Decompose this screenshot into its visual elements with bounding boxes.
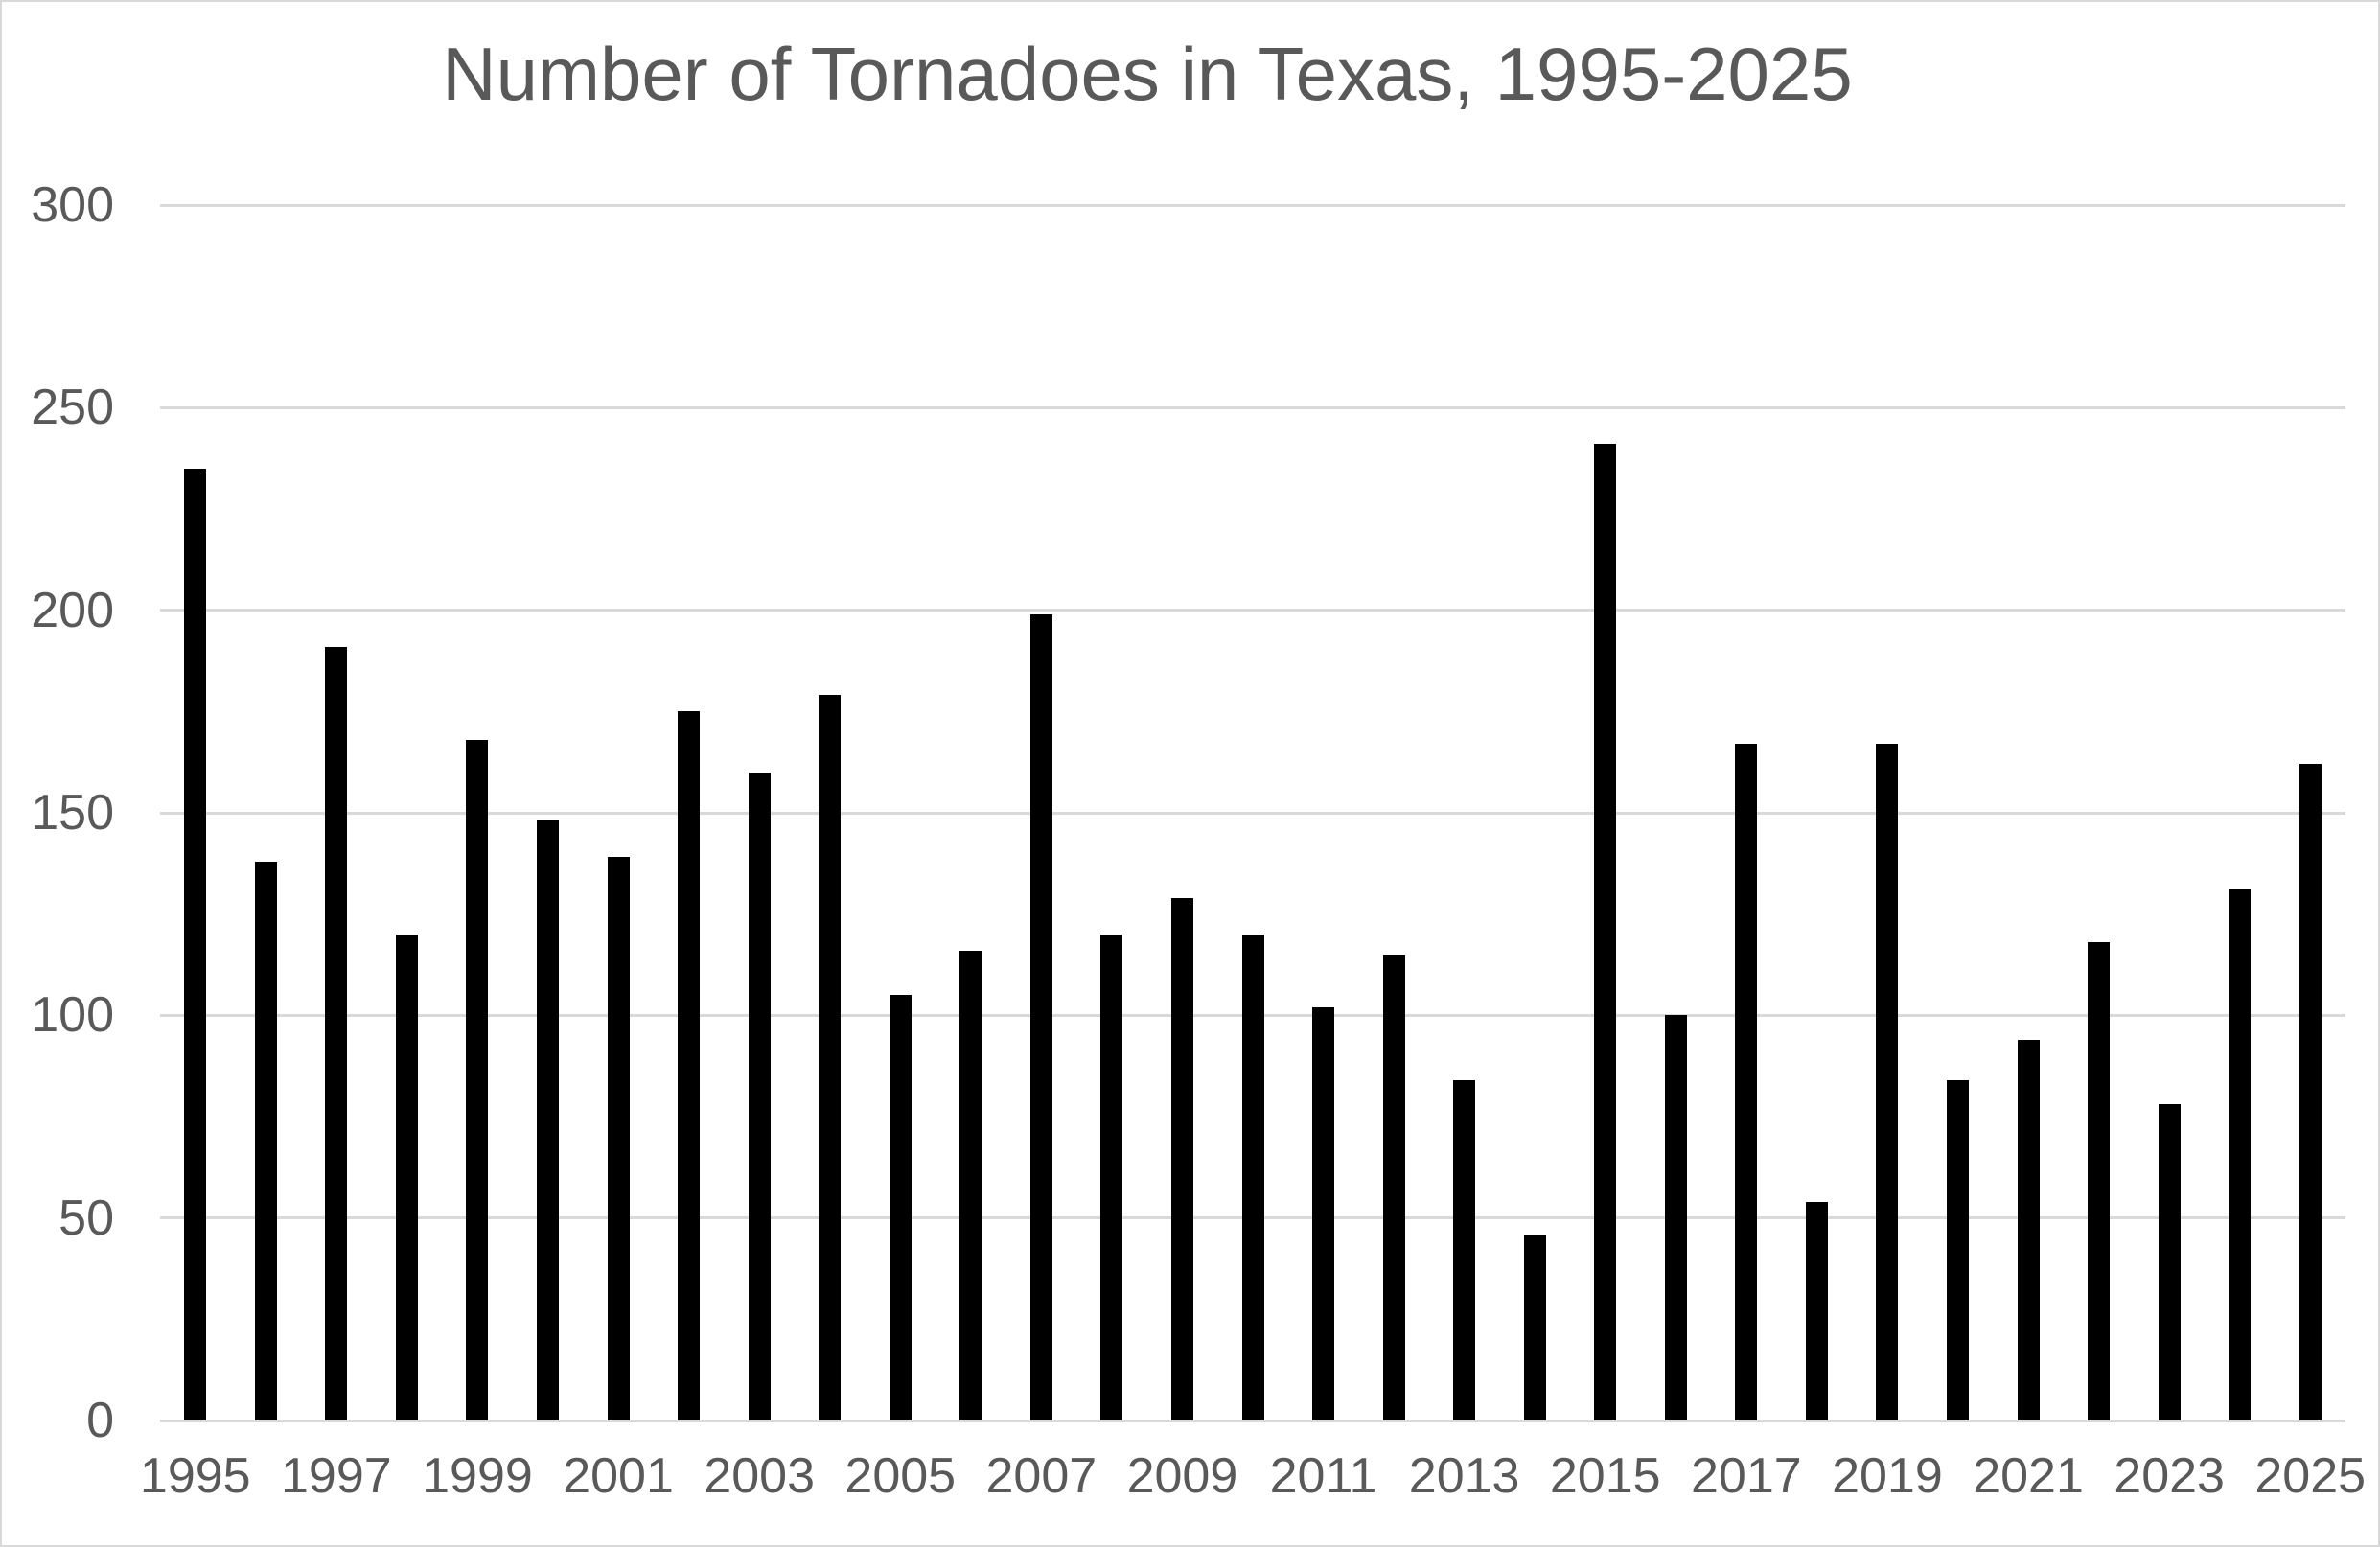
bar-1995 [184,468,207,1420]
gridline-150 [160,811,2345,815]
x-axis-tick-label-2021: 2021 [1973,1448,2084,1504]
bar-2012 [1382,954,1405,1420]
bar-2020 [1946,1079,1969,1420]
bar-1999 [466,739,489,1420]
bar-2023 [2158,1104,2181,1420]
bar-2005 [889,995,912,1420]
y-axis-tick-label-0: 0 [86,1393,114,1448]
bar-2024 [2229,889,2252,1420]
bar-2015 [1594,444,1617,1420]
x-axis-tick-label-2009: 2009 [1126,1448,1238,1504]
x-axis-tick-label-2015: 2015 [1549,1448,1661,1504]
y-axis-tick-label-250: 250 [31,380,114,436]
x-axis-tick-label-1999: 1999 [422,1448,533,1504]
bar-2011 [1312,1006,1335,1420]
bar-2013 [1453,1079,1476,1420]
chart-title: Number of Tornadoes in Texas, 1995-2025 [442,32,1853,116]
bar-2009 [1170,897,1193,1420]
gridline-200 [160,609,2345,612]
gridline-0 [160,1419,2345,1422]
bar-2003 [748,772,771,1420]
bar-2017 [1735,744,1758,1420]
bar-2018 [1805,1201,1828,1420]
x-axis-tick-label-2017: 2017 [1690,1448,1802,1504]
x-axis-tick-label-2013: 2013 [1408,1448,1520,1504]
bar-1998 [395,934,418,1420]
y-axis-tick-label-150: 150 [31,785,114,841]
bar-2022 [2088,942,2111,1420]
bar-1996 [254,861,277,1420]
bar-2025 [2299,764,2322,1420]
x-axis-tick-label-2019: 2019 [1832,1448,1943,1504]
bar-2019 [1876,744,1899,1420]
bar-2010 [1241,934,1264,1420]
bar-2007 [1029,613,1052,1420]
bar-2004 [819,695,842,1420]
y-axis-tick-label-50: 50 [58,1189,114,1246]
x-axis-tick-label-2023: 2023 [2114,1448,2225,1504]
y-axis-tick-label-300: 300 [31,177,114,233]
x-axis-tick-label-2007: 2007 [985,1448,1098,1504]
gridline-300 [160,203,2345,207]
x-axis-tick-label-2011: 2011 [1269,1448,1377,1504]
y-axis-tick-label-200: 200 [31,582,114,638]
bar-2000 [537,820,560,1420]
bar-2002 [678,711,701,1420]
x-axis-tick-label-1997: 1997 [281,1448,392,1504]
x-axis-tick-label-2005: 2005 [844,1448,957,1504]
gridline-250 [160,405,2345,409]
x-axis-tick-label-1995: 1995 [139,1448,251,1504]
x-axis-tick-label-2003: 2003 [704,1448,815,1504]
y-axis-tick-label-100: 100 [31,987,114,1044]
bar-1997 [325,646,348,1420]
bar-2014 [1523,1234,1546,1420]
bar-2006 [959,950,982,1420]
bar-2001 [607,857,630,1420]
bar-2008 [1100,934,1123,1420]
x-axis-tick-label-2001: 2001 [563,1448,674,1504]
bar-2021 [2017,1039,2040,1420]
x-axis-tick-label-2025: 2025 [2254,1448,2367,1504]
bar-2016 [1664,1015,1687,1420]
